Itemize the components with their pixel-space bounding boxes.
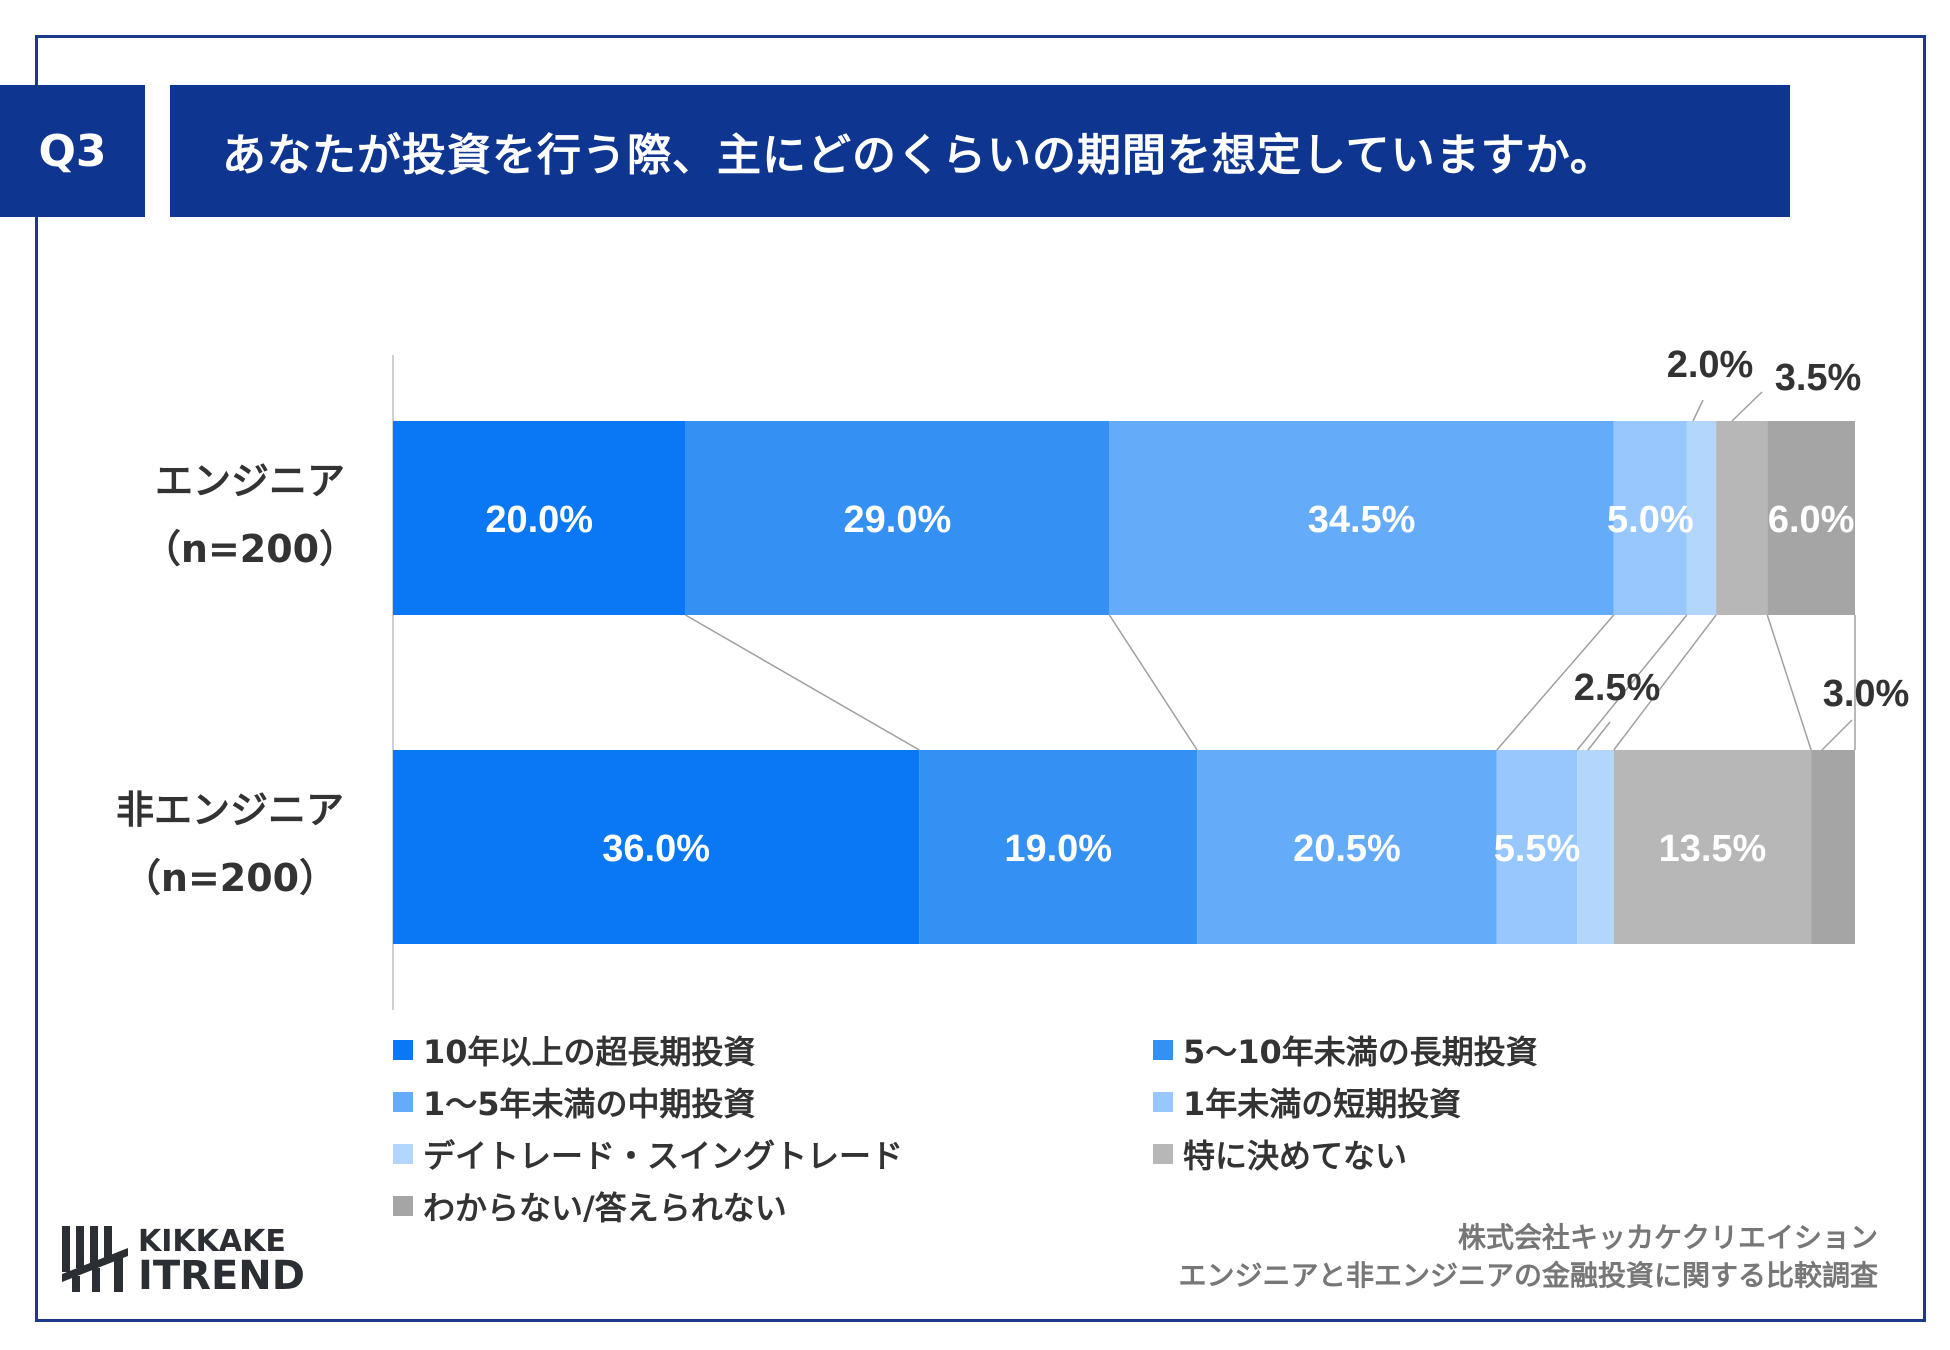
legend-swatch <box>393 1196 413 1216</box>
data-label: 5.5% <box>1494 828 1581 870</box>
leader-line <box>1821 719 1853 751</box>
data-label: 34.5% <box>1308 499 1416 541</box>
logo-mark-icon <box>62 1226 128 1292</box>
legend-swatch <box>393 1144 413 1164</box>
legend-item: 1年未満の短期投資 <box>1153 1079 1461 1125</box>
leader-line <box>1587 721 1611 751</box>
bar-segment <box>1613 421 1687 615</box>
bar-segment <box>1577 750 1614 944</box>
data-label: 19.0% <box>1004 828 1112 870</box>
logo-line2: ITREND <box>138 1253 305 1299</box>
bar-segment <box>685 421 1110 615</box>
legend-label: 10年以上の超長期投資 <box>423 1033 756 1071</box>
legend-swatch <box>1153 1144 1173 1164</box>
connector-line <box>1613 614 1717 751</box>
data-label: 36.0% <box>602 828 710 870</box>
data-label: 20.0% <box>485 499 593 541</box>
bar-segment <box>1686 421 1717 615</box>
legend-swatch <box>393 1092 413 1112</box>
legend-swatch <box>1153 1040 1173 1060</box>
bar-segment <box>393 421 686 615</box>
data-label: 2.5% <box>1574 667 1661 709</box>
category-n: （n=200） <box>142 527 358 571</box>
bar-segment <box>393 750 920 944</box>
data-label: 20.5% <box>1293 828 1401 870</box>
chart-frame <box>35 35 1926 1322</box>
bar-segment <box>1496 750 1578 944</box>
legend-label: わからない/答えられない <box>423 1189 787 1227</box>
legend-label: デイトレード・スイングトレード <box>423 1137 904 1175</box>
data-label: 6.0% <box>1768 499 1855 541</box>
data-label: 29.0% <box>844 499 952 541</box>
legend-label: 5～10年未満の長期投資 <box>1183 1033 1538 1071</box>
data-label: 5.0% <box>1607 499 1694 541</box>
legend-item: 特に決めてない <box>1153 1131 1407 1177</box>
legend-item: 5～10年未満の長期投資 <box>1153 1027 1538 1073</box>
bar-segment <box>1613 750 1812 944</box>
leader-line <box>1692 399 1704 422</box>
data-label: 13.5% <box>1659 828 1767 870</box>
connector-line <box>1766 614 1812 751</box>
category-label-engineer: エンジニア （n=200） <box>100 447 400 583</box>
bar-segment <box>1109 421 1614 615</box>
leader-line <box>1731 391 1763 422</box>
logo-line1: KIKKAKE <box>138 1224 286 1259</box>
question-title: あなたが投資を行う際、主にどのくらいの期間を想定していますか。 <box>170 85 1790 217</box>
bar-segment <box>1716 421 1768 615</box>
category-name: 非エンジニア <box>115 788 344 832</box>
connector-line <box>1576 614 1688 751</box>
data-label: 3.0% <box>1823 673 1910 715</box>
legend-item: 10年以上の超長期投資 <box>393 1027 756 1073</box>
logo: KIKKAKE ITREND <box>62 1224 305 1299</box>
data-label: 3.5% <box>1775 357 1862 399</box>
logo-text: KIKKAKE ITREND <box>138 1224 305 1299</box>
connector-line <box>1496 614 1615 751</box>
bar-segment <box>1197 750 1497 944</box>
bar-segment <box>1767 421 1855 615</box>
legend-item: 1～5年未満の中期投資 <box>393 1079 756 1125</box>
connector-line <box>1108 614 1198 751</box>
legend-swatch <box>1153 1092 1173 1112</box>
question-number: Q3 <box>0 85 145 217</box>
bar-segment <box>1811 750 1855 944</box>
legend-label: 1年未満の短期投資 <box>1183 1085 1462 1123</box>
legend-item: デイトレード・スイングトレード <box>393 1131 903 1177</box>
category-name: エンジニア <box>154 459 345 503</box>
footer-company: 株式会社キッカケクリエイション <box>1457 1221 1878 1254</box>
legend-label: 1～5年未満の中期投資 <box>423 1085 756 1123</box>
legend-label: 特に決めてない <box>1183 1137 1408 1175</box>
legend-swatch <box>393 1040 413 1060</box>
footer-survey: エンジニアと非エンジニアの金融投資に関する比較調査 <box>1178 1259 1878 1292</box>
data-label: 2.0% <box>1667 344 1754 386</box>
category-label-non-engineer: 非エンジニア （n=200） <box>80 776 380 912</box>
bar-segment <box>919 750 1198 944</box>
connector-line <box>685 614 920 751</box>
category-n: （n=200） <box>122 856 338 900</box>
legend-item: わからない/答えられない <box>393 1183 787 1229</box>
